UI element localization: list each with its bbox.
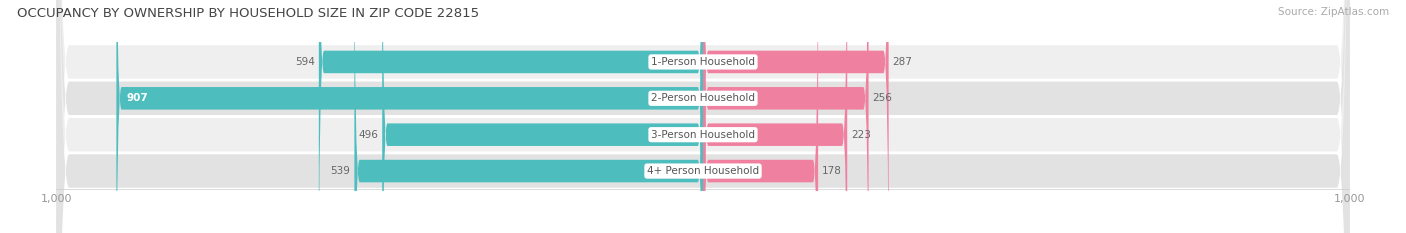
Text: 256: 256: [873, 93, 893, 103]
FancyBboxPatch shape: [354, 0, 703, 233]
FancyBboxPatch shape: [56, 0, 1350, 233]
Text: 2-Person Household: 2-Person Household: [651, 93, 755, 103]
Text: 3-Person Household: 3-Person Household: [651, 130, 755, 140]
FancyBboxPatch shape: [703, 0, 818, 233]
Text: 539: 539: [330, 166, 350, 176]
Text: 907: 907: [127, 93, 148, 103]
Text: 1-Person Household: 1-Person Household: [651, 57, 755, 67]
Text: OCCUPANCY BY OWNERSHIP BY HOUSEHOLD SIZE IN ZIP CODE 22815: OCCUPANCY BY OWNERSHIP BY HOUSEHOLD SIZE…: [17, 7, 479, 20]
Text: 178: 178: [823, 166, 842, 176]
Text: 594: 594: [295, 57, 315, 67]
FancyBboxPatch shape: [703, 0, 889, 233]
FancyBboxPatch shape: [56, 0, 1350, 233]
FancyBboxPatch shape: [319, 0, 703, 233]
FancyBboxPatch shape: [703, 0, 869, 233]
Text: 287: 287: [893, 57, 912, 67]
Text: Source: ZipAtlas.com: Source: ZipAtlas.com: [1278, 7, 1389, 17]
FancyBboxPatch shape: [56, 0, 1350, 233]
FancyBboxPatch shape: [703, 0, 848, 233]
FancyBboxPatch shape: [56, 0, 1350, 233]
FancyBboxPatch shape: [382, 0, 703, 233]
Text: 496: 496: [359, 130, 378, 140]
FancyBboxPatch shape: [117, 0, 703, 233]
Text: 4+ Person Household: 4+ Person Household: [647, 166, 759, 176]
Text: 223: 223: [851, 130, 870, 140]
